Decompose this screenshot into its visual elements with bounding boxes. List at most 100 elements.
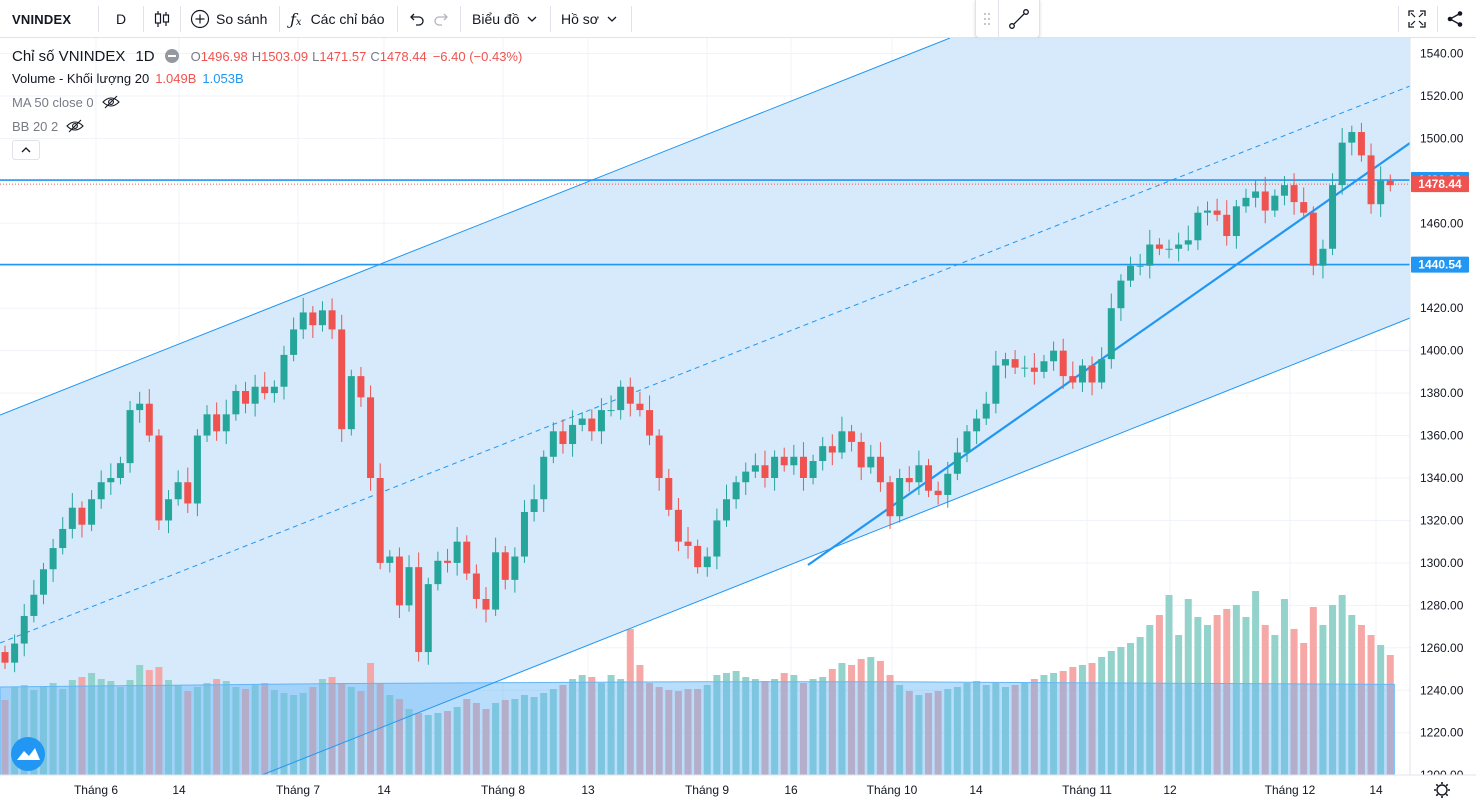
volume-bar (88, 673, 96, 775)
collapse-legend-button[interactable] (12, 140, 40, 160)
candle-body (530, 499, 538, 512)
volume-bar (376, 683, 384, 775)
symbol-search-button[interactable]: VNINDEX (12, 0, 71, 38)
high-label: H (251, 48, 262, 64)
indicators-button[interactable]: ƒx Các chỉ báo (290, 0, 385, 38)
hidden-eye-icon[interactable] (101, 95, 120, 109)
volume-bar (1204, 625, 1211, 775)
hidden-eye-icon[interactable] (66, 119, 85, 133)
volume-bar (588, 677, 596, 775)
channel-top-line[interactable] (0, 38, 951, 416)
volume-bar (193, 687, 201, 775)
candle-body (1348, 132, 1356, 143)
candle-body (1223, 214, 1231, 237)
volume-bar (905, 691, 913, 775)
legend-main-series[interactable]: Chỉ số VNINDEX 1D O 1496.98 H 1503.09 L 147… (12, 44, 522, 68)
minimize-icon[interactable] (164, 49, 179, 63)
volume-bar (290, 695, 298, 775)
logo[interactable] (11, 737, 45, 771)
gear-icon-teeth (1434, 782, 1450, 798)
volume-bar (49, 683, 57, 775)
price-tick-label: 1500.00 (1420, 131, 1464, 145)
volume-bar (184, 691, 192, 775)
volume-bar (1127, 643, 1135, 775)
price-tick-label: 1520.00 (1420, 89, 1464, 103)
chart-legend: Chỉ số VNINDEX 1D O 1496.98 H 1503.09 L 147… (12, 44, 522, 162)
candle-body (713, 520, 721, 557)
redo-button[interactable] (433, 0, 451, 38)
candle-body (1175, 244, 1183, 249)
candle-body (1021, 367, 1029, 369)
time-tick-label: Tháng 7 (276, 783, 320, 797)
time-axis[interactable]: Tháng 6 14 Tháng 7 14 Tháng 8 13 Tháng 9 16 Thán… (74, 783, 1383, 797)
volume-bar (578, 675, 586, 775)
chart-style-button[interactable] (153, 0, 171, 38)
chart-layout-dropdown[interactable]: Biểu đồ (472, 0, 537, 38)
candle-body (357, 376, 365, 398)
price-tick-label: 1360.00 (1420, 429, 1464, 443)
legend-bb[interactable]: BB 20 2 (12, 114, 522, 138)
compare-button[interactable]: So sánh (190, 0, 267, 38)
volume-bar (665, 690, 673, 775)
toolbar-divider (98, 6, 99, 32)
volume-bar (1232, 605, 1240, 775)
candle-body (1040, 361, 1048, 372)
candle-body (655, 435, 663, 478)
candle-body (261, 386, 269, 394)
volume-bar (472, 703, 480, 775)
cloud-logo-icon (17, 748, 40, 760)
volume-bar (338, 683, 346, 775)
interval-button[interactable]: D (116, 0, 126, 38)
candle-body (280, 354, 288, 387)
profile-dropdown[interactable]: Hồ sơ (561, 0, 617, 38)
candle-body (761, 465, 769, 478)
undo-button[interactable] (407, 0, 425, 38)
candle-body (434, 560, 442, 585)
volume-bar (982, 685, 990, 775)
volume-bar (232, 687, 240, 775)
volume-bar (1117, 647, 1125, 775)
legend-volume[interactable]: Volume - Khối lượng 20 1.049B 1.053B (12, 66, 522, 90)
price-tick-label: 1240.00 (1420, 683, 1464, 697)
candle-body (386, 556, 394, 563)
candle-body (107, 478, 115, 483)
trend-line-tool-button[interactable] (999, 0, 1039, 38)
price-chart[interactable]: 1200.001220.001240.001260.001280.001300.… (0, 38, 1476, 807)
candle-body (482, 598, 490, 610)
channel-median-line[interactable] (0, 85, 1411, 644)
volume-bar (1184, 599, 1192, 775)
share-button[interactable] (1446, 0, 1464, 38)
volume-bar (636, 665, 644, 775)
volume-bar (511, 699, 519, 775)
time-tick-label: Tháng 12 (1265, 783, 1316, 797)
settings-button[interactable] (1434, 782, 1450, 798)
volume-bar (107, 681, 115, 775)
fullscreen-button[interactable] (1408, 0, 1426, 38)
candle-body (809, 461, 817, 478)
volume-bar (1155, 615, 1163, 775)
drag-handle[interactable] (976, 0, 998, 38)
candle-body (1338, 142, 1346, 186)
volume-bar (703, 685, 711, 775)
candle-body (1069, 376, 1077, 383)
candle-body (1011, 359, 1019, 368)
gear-icon (1436, 784, 1448, 796)
volume-bar (1300, 643, 1308, 775)
volume-bar (1175, 635, 1183, 775)
price-tick-label: 1460.00 (1420, 216, 1464, 230)
legend-ma[interactable]: MA 50 close 0 (12, 90, 522, 114)
candle-body (588, 418, 596, 432)
candle-body (732, 482, 740, 500)
drag-handle-icon (984, 12, 990, 25)
candle-body (145, 403, 153, 436)
time-tick-label: Tháng 6 (74, 783, 118, 797)
price-tag-label: 1478.44 (1418, 177, 1462, 191)
price-tick-label: 1320.00 (1420, 513, 1464, 527)
volume-bar (1290, 629, 1298, 775)
candle-body (1155, 244, 1163, 249)
volume-bar (482, 709, 490, 775)
candle-body (790, 456, 798, 466)
volume-bar (1165, 595, 1173, 775)
volume-bar (530, 697, 538, 775)
